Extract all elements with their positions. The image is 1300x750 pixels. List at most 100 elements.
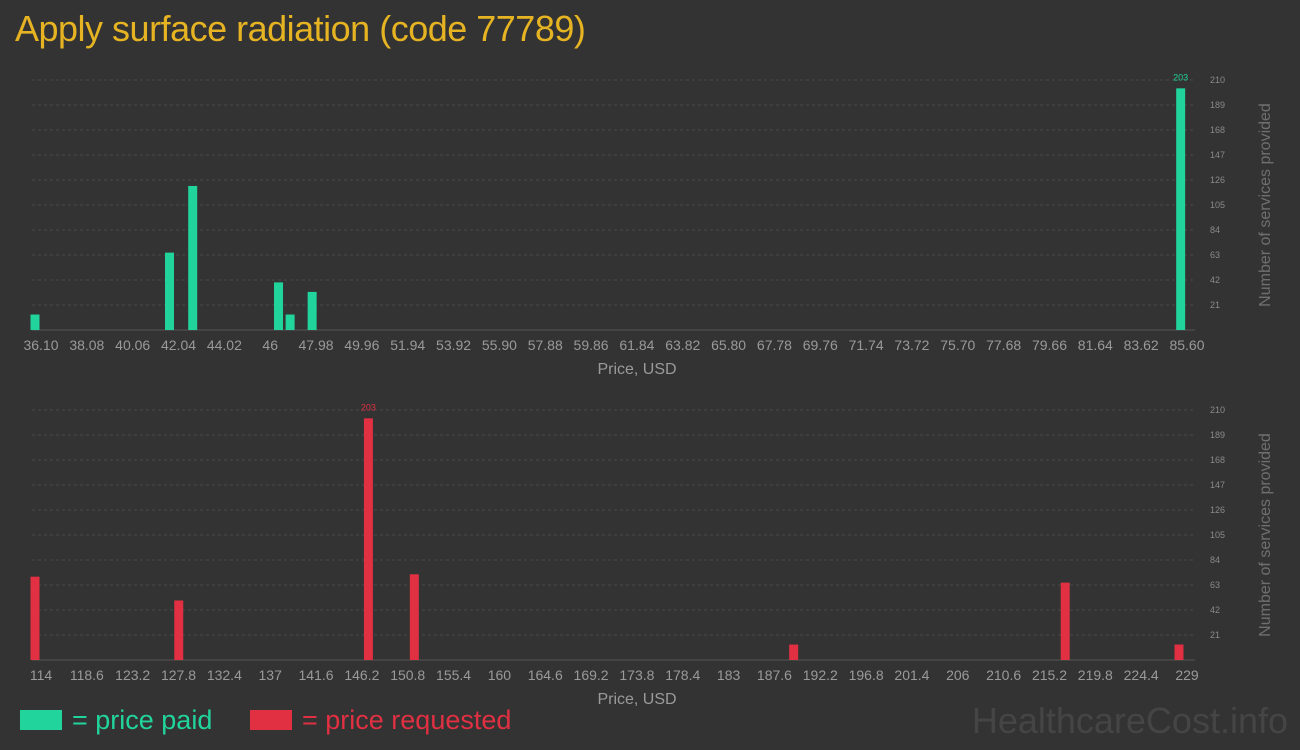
x-tick-label: 178.4 [665, 667, 700, 683]
x-tick-label: 46 [262, 337, 278, 353]
y-tick-label: 105 [1210, 530, 1225, 540]
x-tick-label: 42.04 [161, 337, 196, 353]
x-tick-label: 53.92 [436, 337, 471, 353]
y-tick-label: 105 [1210, 200, 1225, 210]
y-tick-label: 42 [1210, 275, 1220, 285]
bar [30, 576, 40, 660]
x-tick-label: 196.8 [849, 667, 884, 683]
bar [274, 282, 284, 330]
y-tick-label: 147 [1210, 480, 1225, 490]
bar [789, 644, 799, 660]
x-tick-label: 201.4 [894, 667, 929, 683]
x-tick-label: 40.06 [115, 337, 150, 353]
price-requested-chart: 21 42 63 84 105 126 147 168 189 210 114 118.6 123.2 1… [30, 402, 1274, 708]
bar [409, 574, 419, 660]
legend-price-paid: = price paid [20, 703, 212, 737]
x-tick-label: 47.98 [299, 337, 334, 353]
y-tick-label: 126 [1210, 505, 1225, 515]
x-tick-label: 63.82 [665, 337, 700, 353]
y-tick-label: 84 [1210, 555, 1220, 565]
max-value-label: 203 [361, 402, 376, 412]
legend-label-paid: = price paid [72, 704, 213, 735]
legend-swatch-requested [250, 710, 292, 730]
y-axis-title: Number of services provided [1257, 433, 1274, 637]
y-tick-label: 147 [1210, 150, 1225, 160]
x-tick-label: 132.4 [207, 667, 242, 683]
bar [174, 600, 184, 660]
x-tick-label: 210.6 [986, 667, 1021, 683]
x-tick-label: 55.90 [482, 337, 517, 353]
y-tick-label: 168 [1210, 455, 1225, 465]
x-tick-label: 75.70 [940, 337, 975, 353]
page-title: Apply surface radiation (code 77789) [15, 8, 586, 49]
x-tick-label: 219.8 [1078, 667, 1113, 683]
x-tick-label: 224.4 [1124, 667, 1159, 683]
y-tick-label: 21 [1210, 630, 1220, 640]
x-tick-label: 160 [488, 667, 512, 683]
x-tick-label: 146.2 [344, 667, 379, 683]
x-tick-label: 38.08 [69, 337, 104, 353]
x-tick-label: 61.84 [619, 337, 654, 353]
x-tick-label: 57.88 [528, 337, 563, 353]
price-paid-chart: 21 42 63 84 105 126 147 168 189 210 36.10 38.08 40.0… [23, 72, 1274, 378]
y-tick-label: 189 [1210, 100, 1225, 110]
bar [165, 252, 175, 330]
x-tick-label: 155.4 [436, 667, 471, 683]
y-tick-label: 210 [1210, 405, 1225, 415]
x-tick-label: 83.62 [1124, 337, 1159, 353]
x-axis-title: Price, USD [597, 691, 676, 708]
bar [1174, 644, 1184, 660]
x-tick-label: 215.2 [1032, 667, 1067, 683]
y-tick-label: 63 [1210, 580, 1220, 590]
x-tick-label: 81.64 [1078, 337, 1113, 353]
x-tick-label: 77.68 [986, 337, 1021, 353]
bar [1060, 582, 1070, 660]
legend-swatch-paid [20, 710, 62, 730]
bar [30, 314, 40, 330]
x-tick-label: 229 [1175, 667, 1199, 683]
x-tick-label: 49.96 [344, 337, 379, 353]
bar [188, 185, 198, 330]
x-tick-label: 169.2 [574, 667, 609, 683]
x-axis-title: Price, USD [597, 361, 676, 378]
x-tick-label: 127.8 [161, 667, 196, 683]
bar [363, 418, 373, 660]
x-tick-label: 123.2 [115, 667, 150, 683]
watermark: HealthcareCost.info [971, 700, 1288, 741]
bar [307, 291, 317, 330]
y-tick-label: 126 [1210, 175, 1225, 185]
x-tick-label: 73.72 [894, 337, 929, 353]
x-tick-label: 173.8 [619, 667, 654, 683]
x-tick-label: 187.6 [757, 667, 792, 683]
x-tick-label: 71.74 [849, 337, 884, 353]
x-tick-label: 183 [717, 667, 741, 683]
x-tick-label: 67.78 [757, 337, 792, 353]
y-tick-label: 42 [1210, 605, 1220, 615]
y-tick-label: 21 [1210, 300, 1220, 310]
x-tick-label: 79.66 [1032, 337, 1067, 353]
x-tick-label: 206 [946, 667, 970, 683]
y-tick-label: 84 [1210, 225, 1220, 235]
x-tick-label: 44.02 [207, 337, 242, 353]
x-tick-label: 65.80 [711, 337, 746, 353]
bar [1176, 88, 1186, 330]
x-tick-label: 51.94 [390, 337, 425, 353]
x-tick-label: 85.60 [1169, 337, 1204, 353]
legend-label-requested: = price requested [302, 704, 512, 735]
y-tick-label: 63 [1210, 250, 1220, 260]
x-tick-label: 150.8 [390, 667, 425, 683]
x-tick-label: 114 [30, 667, 53, 683]
y-axis-title: Number of services provided [1257, 103, 1274, 307]
x-tick-label: 69.76 [803, 337, 838, 353]
x-tick-label: 118.6 [70, 667, 104, 683]
legend-price-requested: = price requested [250, 703, 511, 737]
x-tick-label: 137 [259, 667, 283, 683]
y-tick-label: 210 [1210, 75, 1225, 85]
x-tick-label: 141.6 [299, 667, 334, 683]
x-tick-label: 192.2 [803, 667, 838, 683]
x-tick-label: 59.86 [574, 337, 609, 353]
bar [285, 314, 295, 330]
y-tick-label: 189 [1210, 430, 1225, 440]
y-tick-label: 168 [1210, 125, 1225, 135]
x-tick-label: 36.10 [23, 337, 58, 353]
